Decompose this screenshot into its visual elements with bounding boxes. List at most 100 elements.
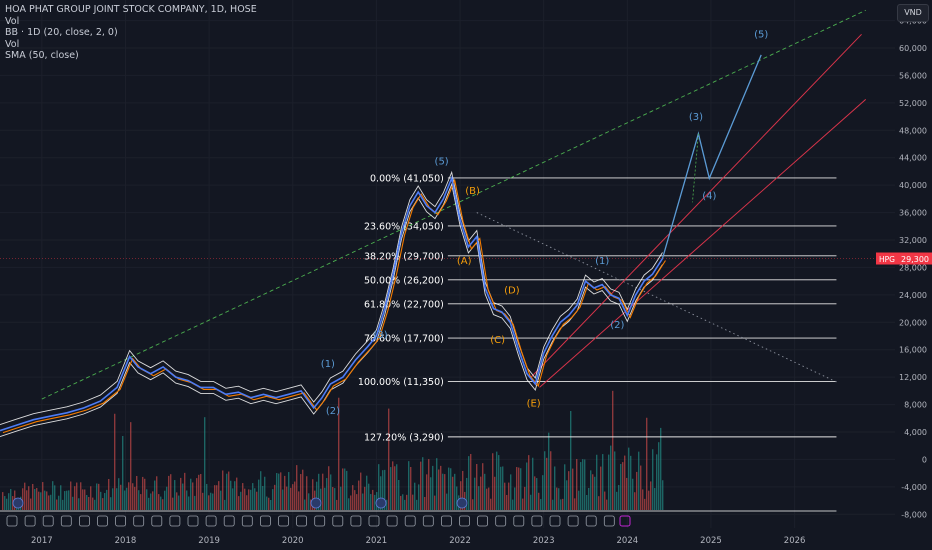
earnings-marker bbox=[477, 515, 489, 527]
volume-bar bbox=[236, 477, 238, 510]
volume-bar bbox=[634, 492, 636, 510]
volume-bar bbox=[172, 497, 174, 510]
volume-bar bbox=[160, 496, 162, 510]
volume-bar bbox=[174, 480, 176, 510]
time-axis[interactable]: 2017 2018 2019 2020 2021 2022 2023 2024 2025 2026 bbox=[0, 528, 932, 550]
trend-lines[interactable] bbox=[41, 9, 867, 400]
volume-bar bbox=[198, 474, 200, 510]
volume-bar bbox=[54, 485, 56, 510]
wave-projection[interactable] bbox=[661, 54, 762, 259]
earnings-marker bbox=[567, 515, 579, 527]
legend-bollinger[interactable]: BB · 1D (20, close, 2, 0) bbox=[5, 27, 118, 38]
volume-bar bbox=[426, 474, 428, 510]
volume-bar bbox=[184, 472, 186, 510]
volume-bar bbox=[652, 449, 654, 510]
volume-bar bbox=[598, 496, 600, 510]
y-tick-label: 24,000 bbox=[899, 291, 927, 300]
volume-bar bbox=[422, 457, 424, 510]
volume-bar bbox=[34, 488, 36, 510]
volume-bar bbox=[252, 483, 254, 510]
fib-level-label: 0.00% (41,050) bbox=[370, 173, 444, 184]
volume-bar bbox=[486, 488, 488, 510]
volume-bar bbox=[138, 490, 140, 510]
upcoming-earnings-marker bbox=[619, 515, 631, 527]
volume-bar bbox=[618, 485, 620, 510]
volume-bar bbox=[358, 480, 360, 510]
y-tick-label: 16,000 bbox=[899, 346, 927, 355]
volume-bar bbox=[610, 445, 612, 510]
wave-label: (2) bbox=[610, 320, 624, 331]
grid bbox=[0, 0, 895, 528]
y-tick-label: 4,000 bbox=[904, 428, 927, 437]
volume-bar bbox=[574, 498, 576, 510]
y-tick-label: 56,000 bbox=[899, 71, 927, 80]
volume-bar bbox=[524, 486, 526, 510]
volume-bar bbox=[140, 494, 142, 510]
volume-bar bbox=[76, 482, 78, 510]
volume-bar bbox=[72, 496, 74, 510]
chart-title[interactable]: HOA PHAT GROUP JOINT STOCK COMPANY, 1D, … bbox=[5, 4, 257, 15]
legend-vol-2[interactable]: Vol bbox=[5, 38, 20, 50]
volume-bar bbox=[500, 466, 502, 510]
volume-bar bbox=[130, 422, 132, 510]
volume-bar bbox=[590, 470, 592, 510]
volume-bar bbox=[44, 490, 46, 510]
volume-bar bbox=[216, 485, 218, 510]
earnings-marker bbox=[133, 515, 145, 527]
volume-bar bbox=[326, 478, 328, 510]
volume-bar bbox=[348, 498, 350, 510]
volume-bar bbox=[380, 476, 382, 510]
volume-bar bbox=[60, 485, 62, 510]
volume-bar bbox=[180, 477, 182, 510]
x-tick-label: 2026 bbox=[784, 536, 806, 546]
volume-bar bbox=[454, 473, 456, 510]
volume-bar bbox=[242, 483, 244, 510]
fib-level-label: 61.80% (22,700) bbox=[364, 299, 444, 310]
volume-bar bbox=[642, 489, 644, 510]
legend-sma[interactable]: SMA (50, close) bbox=[5, 50, 79, 61]
event-markers[interactable] bbox=[0, 497, 837, 527]
volume-bar bbox=[262, 485, 264, 510]
volume-bar bbox=[640, 465, 642, 510]
earnings-marker bbox=[404, 515, 416, 527]
chart-legend: HOA PHAT GROUP JOINT STOCK COMPANY, 1D, … bbox=[5, 4, 257, 62]
volume-bar bbox=[602, 454, 604, 510]
volume-bar bbox=[342, 468, 344, 510]
volume-bar bbox=[292, 484, 294, 510]
volume-bar bbox=[22, 488, 24, 510]
volume-bar bbox=[186, 490, 188, 510]
wave-label: (3) bbox=[373, 330, 387, 341]
volume-bar bbox=[338, 397, 340, 510]
volume-bar bbox=[264, 476, 266, 510]
volume-bar bbox=[190, 478, 192, 510]
earnings-marker bbox=[459, 515, 470, 527]
volume-bar bbox=[424, 496, 426, 510]
volume-bar bbox=[364, 486, 366, 510]
volume-bar bbox=[608, 454, 610, 510]
volume-bar bbox=[106, 489, 108, 510]
volume-bar bbox=[490, 498, 492, 510]
earnings-marker bbox=[296, 515, 308, 527]
y-tick-label: 28,000 bbox=[899, 263, 927, 272]
volume-bar bbox=[370, 494, 372, 510]
price-axis[interactable]: 64,00060,00056,00052,00048,00044,00040,0… bbox=[895, 0, 932, 550]
currency-badge[interactable]: VND bbox=[897, 4, 929, 22]
sma-line bbox=[2, 178, 666, 434]
volume-bar bbox=[232, 488, 234, 510]
volume-bar bbox=[126, 487, 128, 510]
volume-bar bbox=[90, 486, 92, 510]
volume-bar bbox=[176, 492, 178, 510]
volume-bar bbox=[152, 491, 154, 510]
volume-bar bbox=[330, 474, 332, 510]
volume-bar bbox=[146, 489, 148, 510]
volume-bar bbox=[296, 465, 298, 510]
legend-vol[interactable]: Vol bbox=[5, 15, 20, 27]
volume-bar bbox=[508, 482, 510, 510]
earnings-marker bbox=[115, 515, 126, 527]
x-tick-label: 2023 bbox=[533, 536, 555, 546]
volume-bar bbox=[120, 484, 122, 510]
volume-bar bbox=[596, 454, 598, 510]
volume-bar bbox=[566, 480, 568, 510]
volume-bar bbox=[432, 465, 434, 510]
